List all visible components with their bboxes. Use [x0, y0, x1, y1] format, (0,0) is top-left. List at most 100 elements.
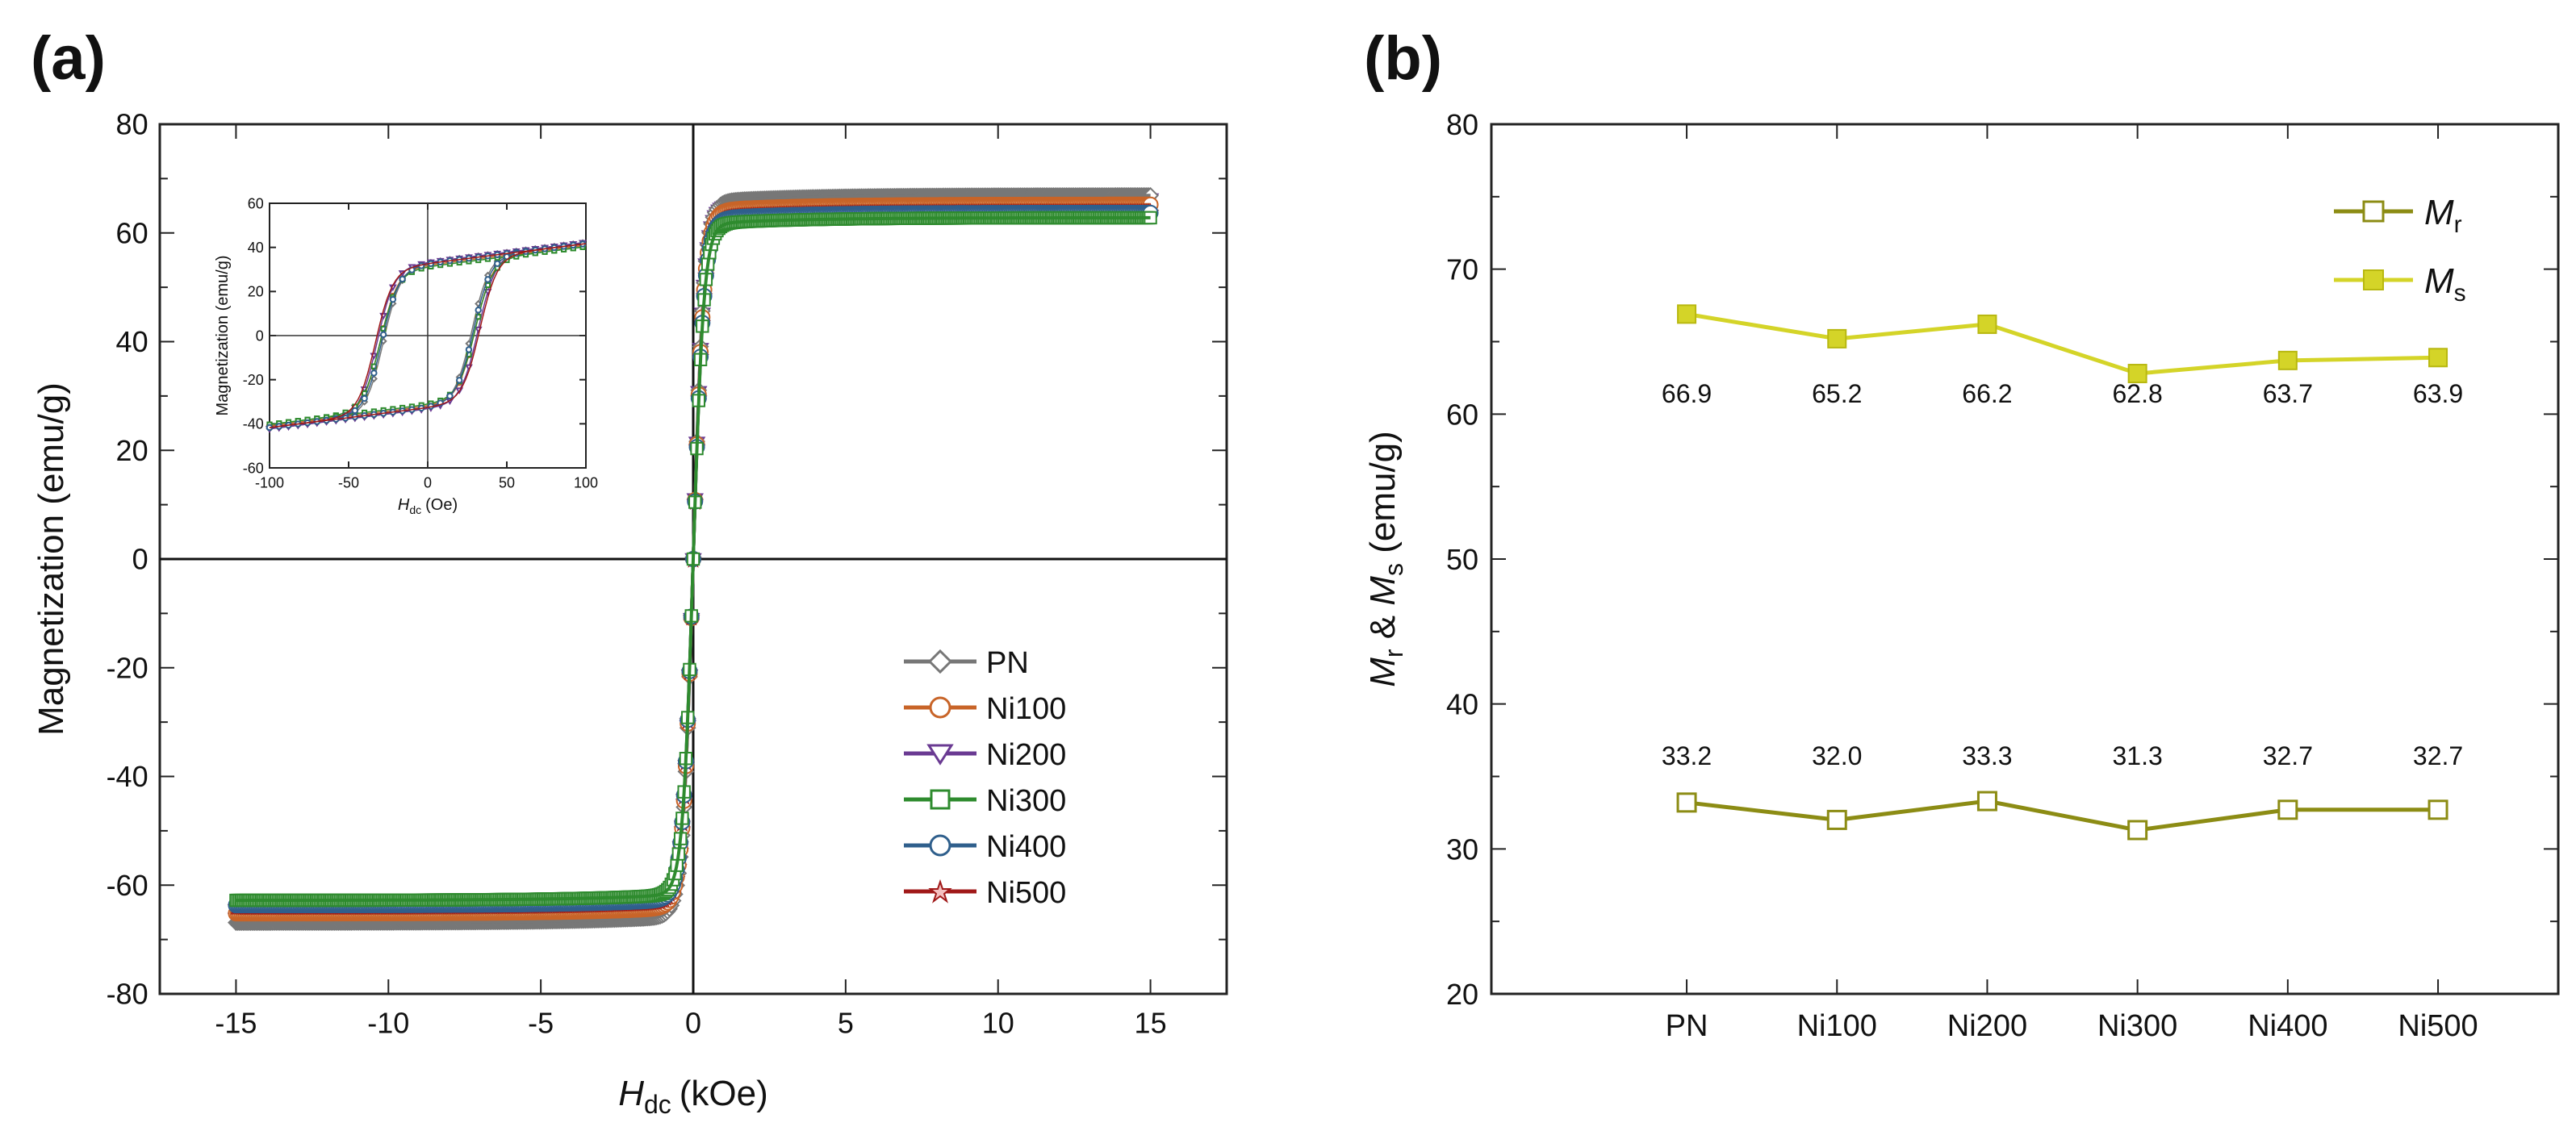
x-tick-label: -10 — [367, 1007, 409, 1040]
inset-point-ni400 — [379, 331, 387, 338]
y-tick-label: 40 — [116, 325, 148, 358]
x-tick-label: -5 — [528, 1007, 554, 1040]
y-tick-label: 80 — [116, 108, 148, 141]
inset-point-ni400 — [389, 295, 397, 303]
data-label-ms: 66.2 — [1962, 379, 2012, 408]
panel-a-ylabel: Magnetization (emu/g) — [31, 382, 71, 736]
legend-item-ni100: Ni100 — [904, 692, 1066, 726]
x-tick-label: 0 — [685, 1007, 701, 1040]
x-tick-label: 10 — [982, 1007, 1014, 1040]
data-point-ms — [1977, 314, 1997, 334]
panel-b-frame — [1490, 123, 2560, 995]
data-point-mr — [2428, 799, 2448, 820]
legend-label-ni400: Ni400 — [986, 830, 1066, 864]
data-point-ms — [2127, 364, 2147, 384]
y-tick-label: 30 — [1446, 833, 1478, 866]
inset-point-ni400 — [465, 346, 473, 353]
y-tick-label: -60 — [243, 460, 264, 476]
legend-item-ni200: Ni200 — [904, 738, 1066, 772]
y-tick-label: -20 — [107, 651, 148, 684]
data-point-mr — [1676, 792, 1697, 813]
data-label-ms: 63.7 — [2263, 379, 2313, 408]
panel-b-ylabel-sub2: s — [1379, 563, 1408, 576]
panel-b-ylabel-m2: M — [1363, 576, 1403, 606]
panel-a-xlabel: Hdc (kOe) — [618, 1074, 768, 1119]
inset-xlabel: Hdc (Oe) — [398, 496, 458, 516]
panel-a-xlabel-main: H — [618, 1074, 644, 1113]
panel-b-label: (b) — [1364, 24, 1442, 93]
legend-label-ms: Ms — [2424, 261, 2466, 307]
panel-b-ylabel-m1: M — [1363, 657, 1403, 687]
inset-ylabel: Magnetization (emu/g) — [214, 256, 232, 416]
panel-b-ylabel-unit: (emu/g) — [1363, 431, 1403, 563]
x-tick-label: -50 — [338, 474, 359, 490]
series-line-mr — [1686, 799, 2438, 833]
y-tick-label: 40 — [1446, 688, 1478, 721]
x-tick-label: 50 — [499, 474, 515, 490]
legend-label-ms-sub: s — [2454, 280, 2466, 307]
panel-a-inset: -100 -50 0 50 100 -60 -40 -20 0 20 40 60 Magnetizat… — [214, 195, 598, 516]
y-tick-label: 80 — [1446, 108, 1478, 141]
data-label-mr: 32.7 — [2263, 741, 2313, 770]
legend-item-ms: Ms — [2334, 261, 2466, 307]
legend-label-ni200: Ni200 — [986, 738, 1066, 772]
data-point-ms — [2428, 348, 2448, 368]
y-tick-label: 0 — [132, 543, 148, 576]
data-label-ms: 65.2 — [1812, 379, 1862, 408]
legend-item-mr: Mr — [2334, 193, 2462, 238]
panel-b-ylabel-sub1: r — [1379, 649, 1408, 657]
panel-b-series: 33.2 32.0 33.3 31.3 32.7 32.7 66.9 65.2 66.2 62.8… — [1662, 304, 2463, 841]
open-square-marker-icon — [2362, 200, 2385, 223]
data-label-mr: 32.0 — [1812, 741, 1862, 770]
inset-point-ni400 — [446, 392, 454, 400]
data-label-ms: 66.9 — [1662, 379, 1712, 408]
inset-xlabel-sub: dc — [409, 503, 421, 516]
panel-b-chart: 20 30 40 50 60 70 80 PN Ni100 Ni200 Ni300 Ni400 Ni50… — [1363, 108, 2560, 1043]
series-line-ms — [1686, 311, 2439, 376]
inset-point-ni400 — [484, 276, 491, 283]
panel-b-ylabel-amp: & — [1363, 606, 1403, 649]
inset-point-ni300 — [380, 325, 387, 332]
inset-point-ni400 — [370, 369, 378, 377]
x-tick-label: Ni500 — [2398, 1009, 2478, 1043]
legend-label-mr-main: M — [2424, 193, 2454, 232]
data-point-ms — [2277, 350, 2298, 370]
legend-label-ni500: Ni500 — [986, 876, 1066, 910]
y-tick-label: 70 — [1446, 253, 1478, 286]
inset-point-ni400 — [456, 377, 463, 384]
legend-item-ni500: Ni500 — [904, 876, 1066, 910]
y-tick-label: 40 — [248, 240, 264, 256]
panel-a-xlabel-unit: (kOe) — [680, 1074, 768, 1113]
triangle-down-marker-icon — [926, 744, 954, 766]
data-point-mr — [2277, 799, 2298, 820]
x-tick-label: 5 — [838, 1007, 854, 1040]
panel-b-legend: Mr Ms — [2334, 193, 2466, 307]
data-point-mr — [2127, 820, 2148, 841]
data-point-ms — [1677, 304, 1697, 324]
data-label-mr: 32.7 — [2413, 741, 2463, 770]
x-tick-label: Ni100 — [1797, 1009, 1877, 1043]
inset-xlabel-unit: (Oe) — [425, 496, 458, 514]
filled-square-marker-icon — [2363, 269, 2384, 290]
panel-a-label: (a) — [31, 24, 106, 93]
diamond-marker-icon — [927, 649, 953, 674]
star-marker-icon — [928, 879, 952, 904]
data-label-mr: 33.3 — [1962, 741, 2012, 770]
y-tick-label: -40 — [243, 416, 264, 432]
data-label-ms: 62.8 — [2113, 379, 2163, 408]
y-tick-label: -40 — [107, 760, 148, 793]
inset-curve-ni500 — [269, 243, 587, 428]
panel-b-ticks: 20 30 40 50 60 70 80 PN Ni100 Ni200 Ni300 Ni400 Ni50… — [1446, 108, 2558, 1043]
square-marker-icon — [930, 789, 951, 810]
y-tick-label: 60 — [116, 216, 148, 249]
data-point-mr — [1976, 791, 1997, 812]
y-tick-label: -60 — [107, 869, 148, 902]
legend-label-ni100: Ni100 — [986, 692, 1066, 726]
inset-point-ni400 — [351, 407, 359, 415]
x-tick-label: Ni400 — [2248, 1009, 2327, 1043]
legend-label-pn: PN — [986, 646, 1029, 680]
x-tick-label: Ni200 — [1947, 1009, 2027, 1043]
legend-label-ni300: Ni300 — [986, 784, 1066, 818]
data-label-mr: 31.3 — [2113, 741, 2163, 770]
